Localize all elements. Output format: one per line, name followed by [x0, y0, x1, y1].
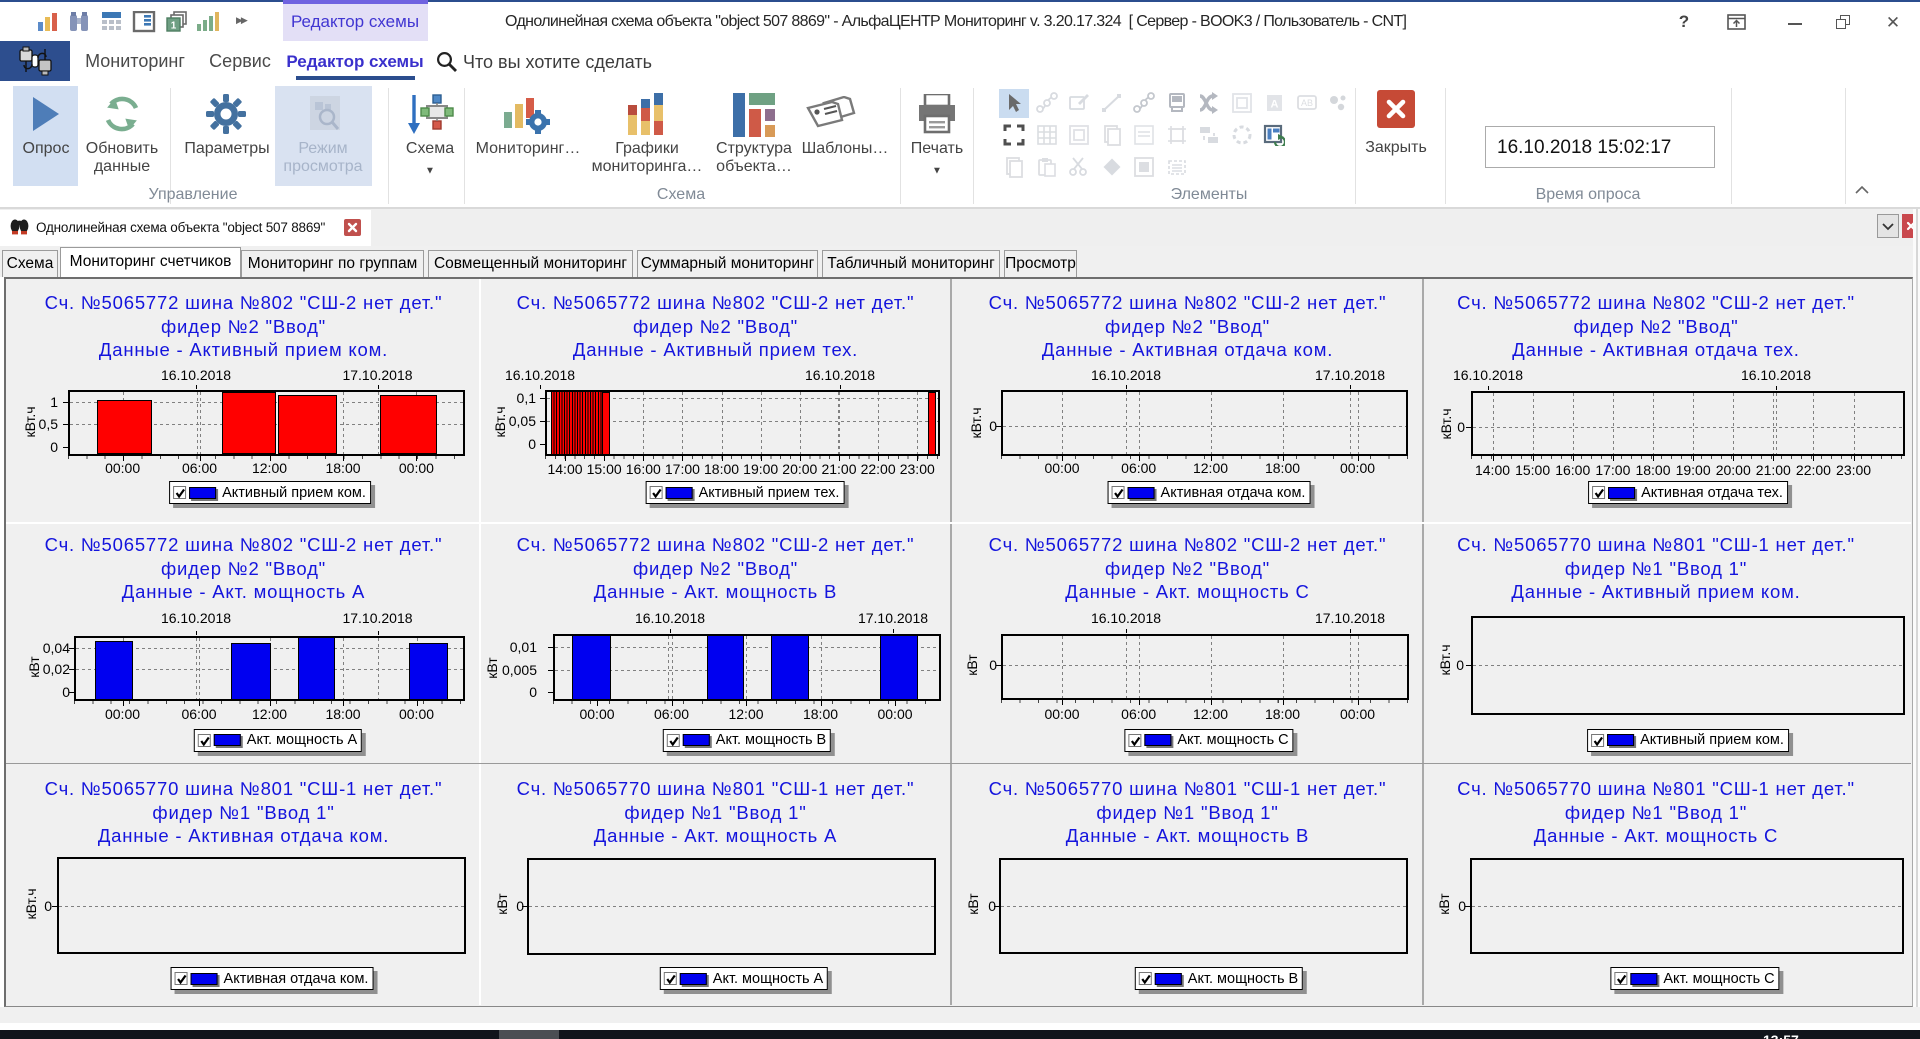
svg-text:A: A — [1271, 99, 1279, 111]
svg-text:AB: AB — [1300, 98, 1312, 108]
svg-text:1: 1 — [171, 21, 177, 32]
